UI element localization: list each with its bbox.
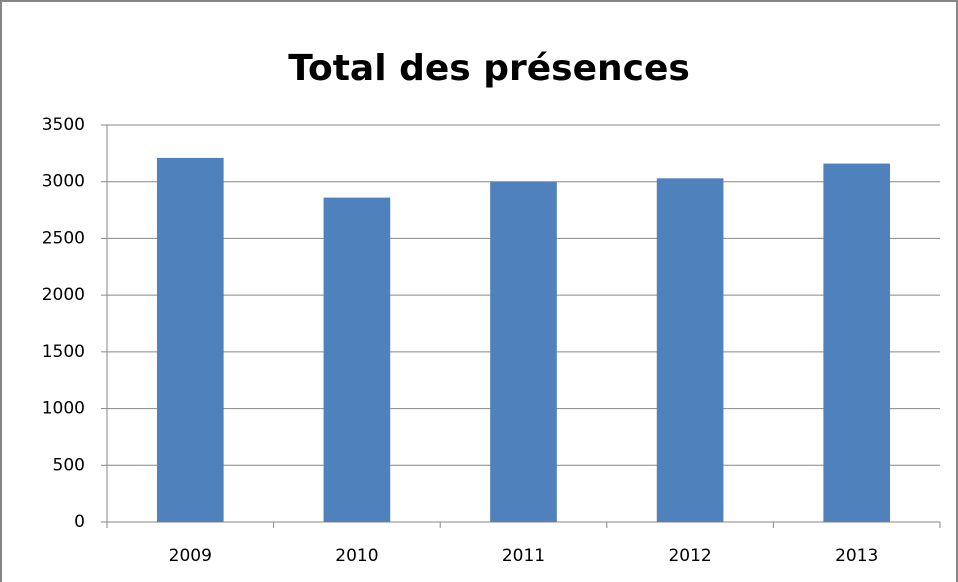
y-tick-label: 3000 bbox=[42, 172, 85, 192]
x-tick-label: 2010 bbox=[335, 546, 378, 566]
y-tick-label: 500 bbox=[53, 455, 85, 475]
y-tick-label: 2000 bbox=[42, 285, 85, 305]
chart-title: Total des présences bbox=[288, 48, 690, 89]
y-tick-label: 0 bbox=[74, 512, 85, 532]
x-tick-label: 2011 bbox=[502, 546, 545, 566]
y-tick-label: 2500 bbox=[42, 228, 85, 248]
bar bbox=[490, 181, 557, 522]
y-tick-label: 1000 bbox=[42, 399, 85, 419]
bar bbox=[323, 197, 391, 522]
bar bbox=[656, 178, 724, 522]
y-tick-label: 1500 bbox=[42, 342, 85, 362]
x-tick-label: 2012 bbox=[668, 546, 711, 566]
y-tick-label: 3500 bbox=[42, 115, 85, 135]
x-tick-label: 2013 bbox=[835, 546, 878, 566]
bar bbox=[156, 157, 224, 522]
bar bbox=[823, 163, 891, 522]
x-tick-label: 2009 bbox=[169, 546, 212, 566]
